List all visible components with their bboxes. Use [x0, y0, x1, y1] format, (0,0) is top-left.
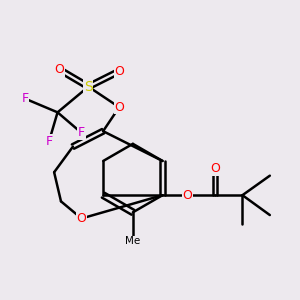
- Text: Me: Me: [125, 236, 140, 246]
- Text: O: O: [54, 63, 64, 76]
- Text: F: F: [45, 135, 52, 148]
- Text: O: O: [183, 189, 193, 202]
- Text: O: O: [210, 162, 220, 175]
- Text: S: S: [84, 80, 93, 94]
- Text: O: O: [76, 212, 86, 225]
- Text: F: F: [22, 92, 28, 105]
- Text: O: O: [114, 101, 124, 114]
- Text: F: F: [78, 126, 85, 140]
- Text: O: O: [114, 65, 124, 78]
